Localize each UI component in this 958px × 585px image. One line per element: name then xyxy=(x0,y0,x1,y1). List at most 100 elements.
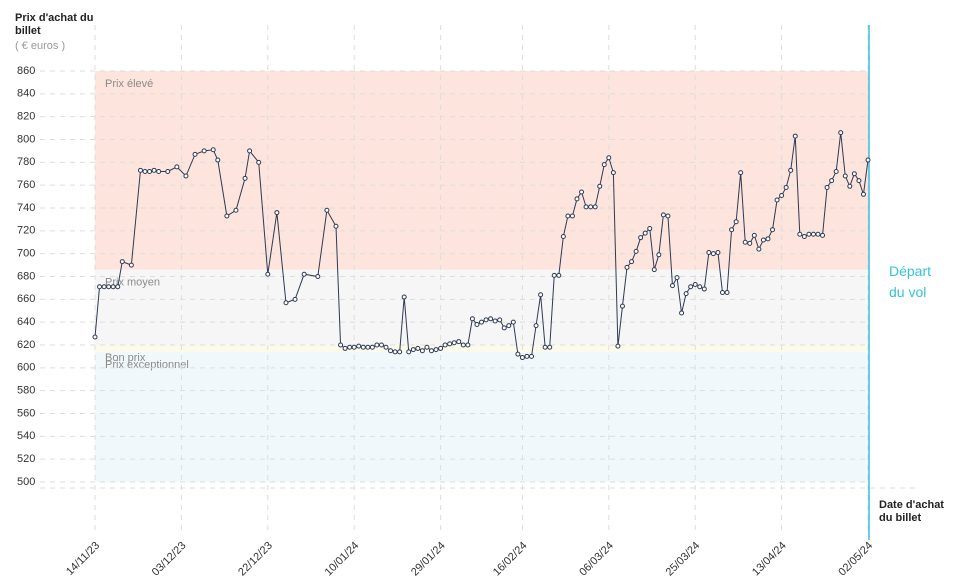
price-point xyxy=(433,347,439,353)
x-tick-label: 22/12/23 xyxy=(236,540,275,579)
price-point xyxy=(360,344,366,350)
x-tick-label: 25/03/24 xyxy=(664,540,703,579)
price-point xyxy=(524,353,530,359)
price-point xyxy=(183,173,189,179)
price-point xyxy=(192,151,198,157)
price-point xyxy=(488,316,494,322)
y-axis-title: Prix d'achat du billet xyxy=(15,12,94,37)
x-tick-label: 02/05/24 xyxy=(836,540,875,579)
price-band xyxy=(95,351,869,482)
y-tick-label: 860 xyxy=(17,65,35,77)
price-point xyxy=(515,351,521,357)
price-point xyxy=(556,272,562,278)
price-point xyxy=(692,281,698,287)
price-point xyxy=(851,171,857,177)
price-point xyxy=(606,155,612,161)
x-axis-title: Date d'achat du billet xyxy=(879,499,944,524)
price-point xyxy=(560,234,566,240)
y-tick-label: 520 xyxy=(17,453,35,465)
y-tick-label: 500 xyxy=(17,476,35,488)
band-label: Prix élevé xyxy=(105,78,153,90)
price-point xyxy=(265,271,271,277)
price-point xyxy=(451,340,457,346)
x-tick-label: 13/04/24 xyxy=(750,540,789,579)
price-point xyxy=(588,204,594,210)
price-point xyxy=(547,344,553,350)
price-point xyxy=(351,344,357,350)
price-point xyxy=(333,223,339,229)
y-tick-label: 800 xyxy=(17,133,35,145)
price-point xyxy=(688,284,694,290)
price-point xyxy=(674,275,680,281)
price-point xyxy=(506,323,512,329)
price-point xyxy=(701,286,707,292)
price-point xyxy=(719,289,725,295)
price-band xyxy=(95,269,869,345)
price-point xyxy=(829,178,835,184)
price-point xyxy=(656,252,662,258)
price-point xyxy=(447,341,453,347)
price-point xyxy=(633,248,639,254)
price-point xyxy=(215,157,221,163)
price-point xyxy=(156,168,162,174)
price-point xyxy=(419,348,425,354)
price-point xyxy=(465,342,471,348)
price-point xyxy=(665,213,671,219)
price-point xyxy=(679,310,685,316)
price-point xyxy=(101,284,107,290)
price-point xyxy=(765,236,771,242)
price-point xyxy=(647,226,653,232)
price-point xyxy=(860,191,866,197)
price-point xyxy=(224,213,230,219)
price-point xyxy=(583,204,589,210)
y-tick-label: 620 xyxy=(17,339,35,351)
price-point xyxy=(638,235,644,241)
price-point xyxy=(551,272,557,278)
price-point xyxy=(815,231,821,237)
x-tick-label: 16/02/24 xyxy=(491,540,530,579)
price-point xyxy=(92,334,98,340)
price-point xyxy=(569,213,575,219)
y-tick-label: 640 xyxy=(17,316,35,328)
price-point xyxy=(410,347,416,353)
price-point xyxy=(388,348,394,354)
price-point xyxy=(788,167,794,173)
price-point xyxy=(501,325,507,331)
price-point xyxy=(792,133,798,139)
price-point xyxy=(292,296,298,302)
price-point xyxy=(338,342,344,348)
band-label: Bon prix xyxy=(105,352,146,364)
price-point xyxy=(365,344,371,350)
price-point xyxy=(174,164,180,170)
price-point xyxy=(519,355,525,361)
price-point xyxy=(460,342,466,348)
y-tick-label: 840 xyxy=(17,88,35,100)
price-point xyxy=(619,303,625,309)
price-point xyxy=(438,345,444,351)
price-point xyxy=(142,168,148,174)
price-point xyxy=(783,184,789,190)
y-tick-label: 540 xyxy=(17,430,35,442)
price-point xyxy=(842,173,848,179)
price-point xyxy=(847,183,853,189)
price-point xyxy=(774,197,780,203)
price-point xyxy=(383,344,389,350)
price-point xyxy=(601,162,607,168)
y-tick-label: 720 xyxy=(17,225,35,237)
price-point xyxy=(497,317,503,323)
price-point xyxy=(806,231,812,237)
band-label: Prix exceptionnel xyxy=(105,359,189,371)
price-point xyxy=(406,349,412,355)
price-point xyxy=(697,284,703,290)
x-tick-label: 14/11/23 xyxy=(64,540,102,578)
price-point xyxy=(751,232,757,238)
price-point xyxy=(542,344,548,350)
price-point xyxy=(865,157,871,163)
price-point xyxy=(483,317,489,323)
price-point xyxy=(428,348,434,354)
price-point xyxy=(147,168,153,174)
price-point xyxy=(456,339,462,345)
y-tick-label: 740 xyxy=(17,202,35,214)
departure-label: Départ du vol xyxy=(889,263,932,300)
price-point xyxy=(683,291,689,297)
